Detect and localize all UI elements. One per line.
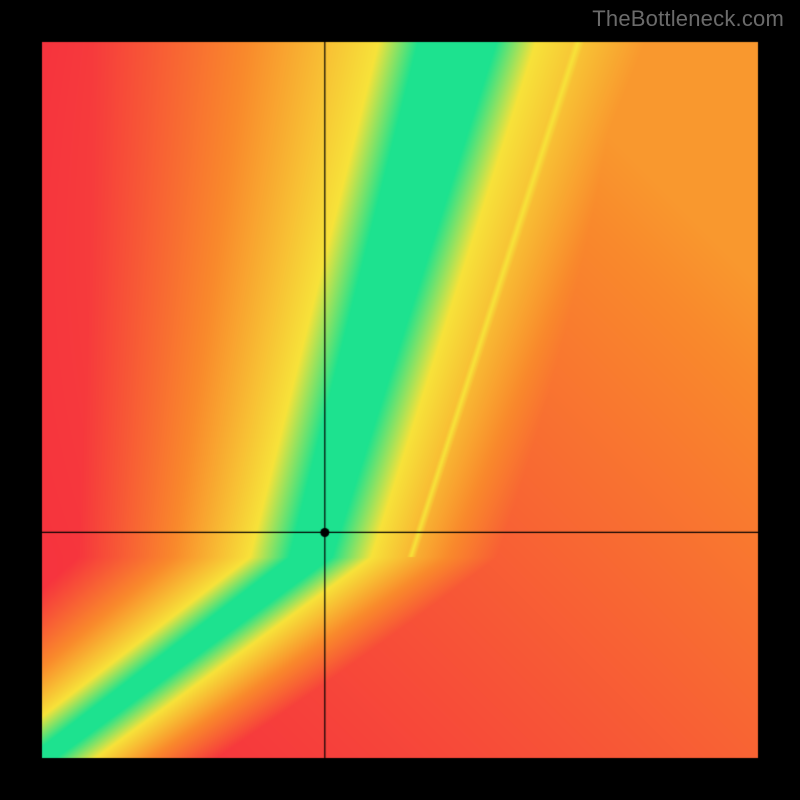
bottleneck-heatmap (0, 0, 800, 800)
chart-container: TheBottleneck.com (0, 0, 800, 800)
watermark-label: TheBottleneck.com (592, 6, 784, 32)
